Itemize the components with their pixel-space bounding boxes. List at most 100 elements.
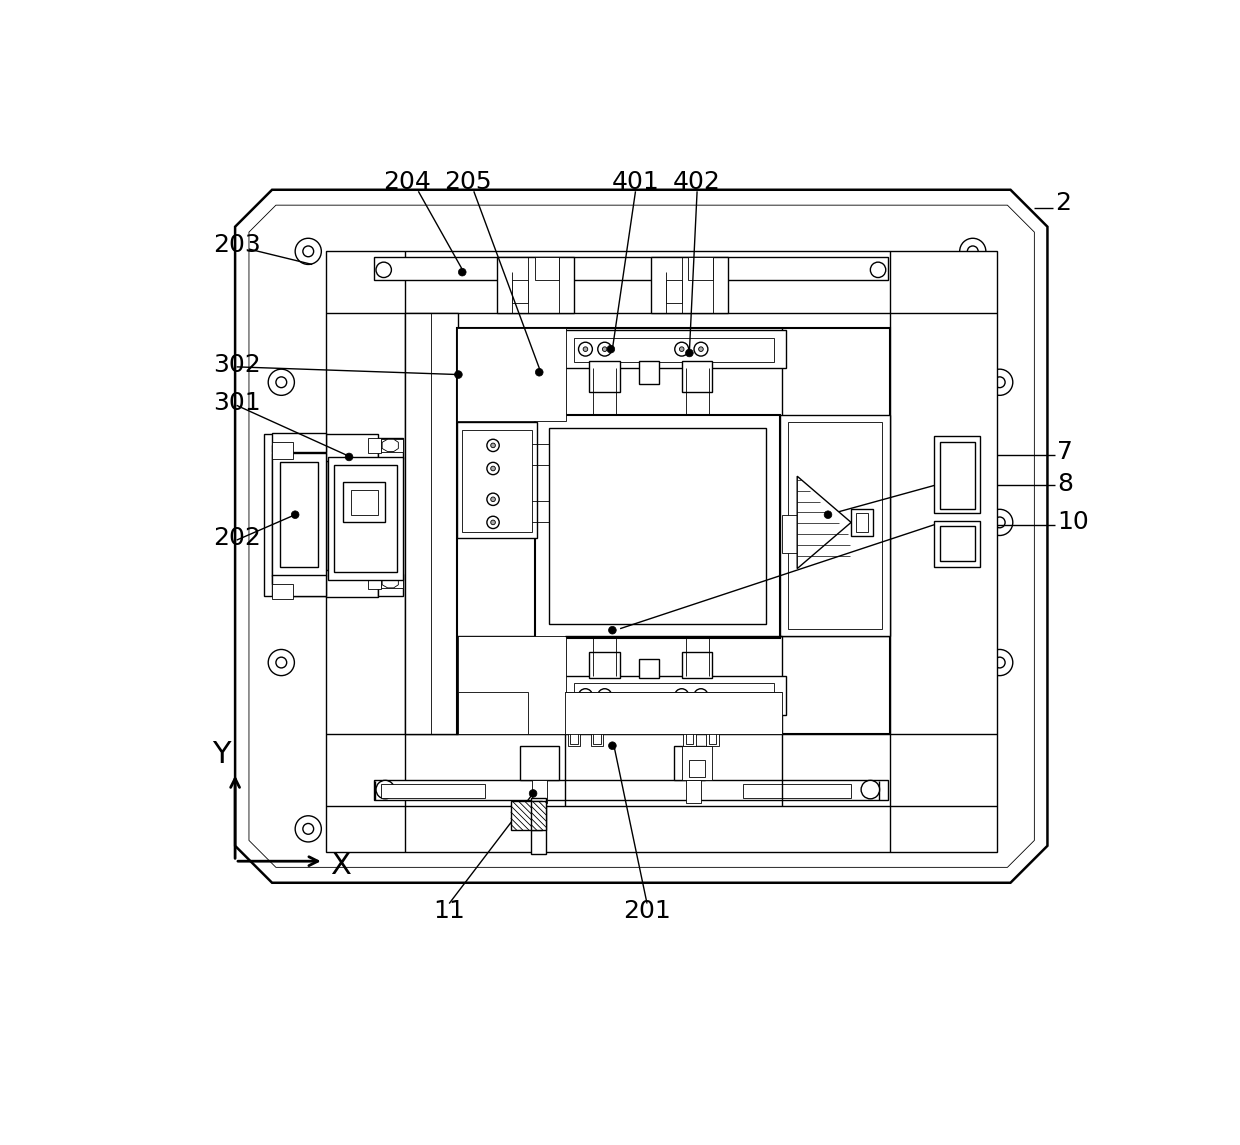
Circle shape (487, 493, 500, 505)
Circle shape (960, 238, 986, 264)
Bar (377, 437, 403, 459)
Bar (497, 256, 574, 313)
Bar (563, 330, 786, 369)
Bar (675, 745, 704, 781)
Bar (640, 361, 658, 384)
Bar (640, 660, 658, 678)
Bar (511, 802, 542, 830)
Text: Y: Y (212, 740, 231, 768)
Polygon shape (382, 440, 398, 451)
Circle shape (268, 510, 294, 536)
Bar (382, 784, 485, 798)
Circle shape (675, 689, 688, 703)
Bar (651, 256, 728, 313)
Bar (536, 256, 558, 279)
Bar (686, 725, 693, 744)
Bar (272, 433, 326, 451)
Text: 301: 301 (213, 392, 262, 414)
Bar (272, 453, 326, 576)
Circle shape (455, 371, 463, 378)
Circle shape (579, 342, 593, 356)
Circle shape (376, 262, 392, 277)
Bar (689, 759, 704, 776)
Circle shape (583, 347, 588, 352)
Bar (456, 329, 889, 734)
Text: 11: 11 (433, 899, 465, 923)
Bar (686, 781, 701, 804)
Bar (367, 437, 382, 453)
Circle shape (598, 689, 611, 703)
Bar (743, 784, 851, 798)
Bar (456, 423, 537, 538)
Circle shape (277, 377, 286, 388)
Circle shape (825, 511, 832, 519)
Circle shape (491, 443, 495, 448)
Circle shape (686, 349, 693, 357)
Bar (781, 515, 797, 553)
Circle shape (603, 694, 608, 698)
Circle shape (491, 497, 495, 502)
Bar (459, 637, 567, 734)
Bar (520, 745, 558, 781)
Bar (574, 338, 774, 362)
Bar (280, 463, 319, 567)
Bar (373, 256, 888, 279)
Bar (593, 725, 601, 744)
Circle shape (698, 694, 703, 698)
Circle shape (694, 689, 708, 703)
Circle shape (967, 246, 978, 256)
Bar (536, 414, 780, 638)
Circle shape (608, 346, 615, 353)
Bar (351, 490, 377, 515)
Circle shape (295, 815, 321, 842)
Circle shape (698, 347, 703, 352)
Bar (688, 256, 713, 279)
Bar (787, 423, 882, 629)
Text: 201: 201 (624, 899, 671, 923)
Text: 8: 8 (1058, 472, 1074, 496)
Bar (327, 457, 403, 581)
Circle shape (491, 466, 495, 471)
Circle shape (583, 694, 588, 698)
Bar (682, 745, 713, 781)
Circle shape (529, 790, 537, 797)
Bar (683, 722, 696, 745)
Bar (272, 442, 293, 459)
Circle shape (609, 742, 616, 750)
Bar (272, 584, 293, 599)
Text: 204: 204 (383, 171, 430, 194)
Circle shape (487, 516, 500, 529)
Bar (382, 576, 403, 587)
Text: 7: 7 (1058, 440, 1074, 464)
Circle shape (680, 694, 684, 698)
Bar (590, 722, 603, 745)
Circle shape (268, 369, 294, 395)
Circle shape (491, 520, 495, 524)
Bar (531, 798, 546, 853)
Polygon shape (797, 476, 851, 569)
Bar (326, 252, 997, 852)
Text: 205: 205 (444, 171, 491, 194)
Text: 302: 302 (213, 353, 262, 377)
Bar (512, 279, 528, 303)
Polygon shape (249, 205, 1034, 868)
Circle shape (994, 377, 1006, 388)
Circle shape (680, 347, 684, 352)
Circle shape (960, 815, 986, 842)
Bar (564, 692, 781, 734)
Bar (343, 482, 386, 522)
Text: 2: 2 (1055, 191, 1071, 215)
Bar (934, 521, 981, 567)
Bar (456, 329, 567, 420)
Text: X: X (330, 851, 351, 879)
Bar (272, 575, 326, 595)
Bar (682, 361, 713, 392)
Circle shape (268, 649, 294, 676)
Bar (563, 677, 786, 714)
Circle shape (598, 342, 611, 356)
Circle shape (303, 246, 314, 256)
Bar (404, 313, 459, 734)
Circle shape (987, 510, 1013, 536)
Circle shape (675, 342, 688, 356)
Text: 401: 401 (611, 171, 660, 194)
